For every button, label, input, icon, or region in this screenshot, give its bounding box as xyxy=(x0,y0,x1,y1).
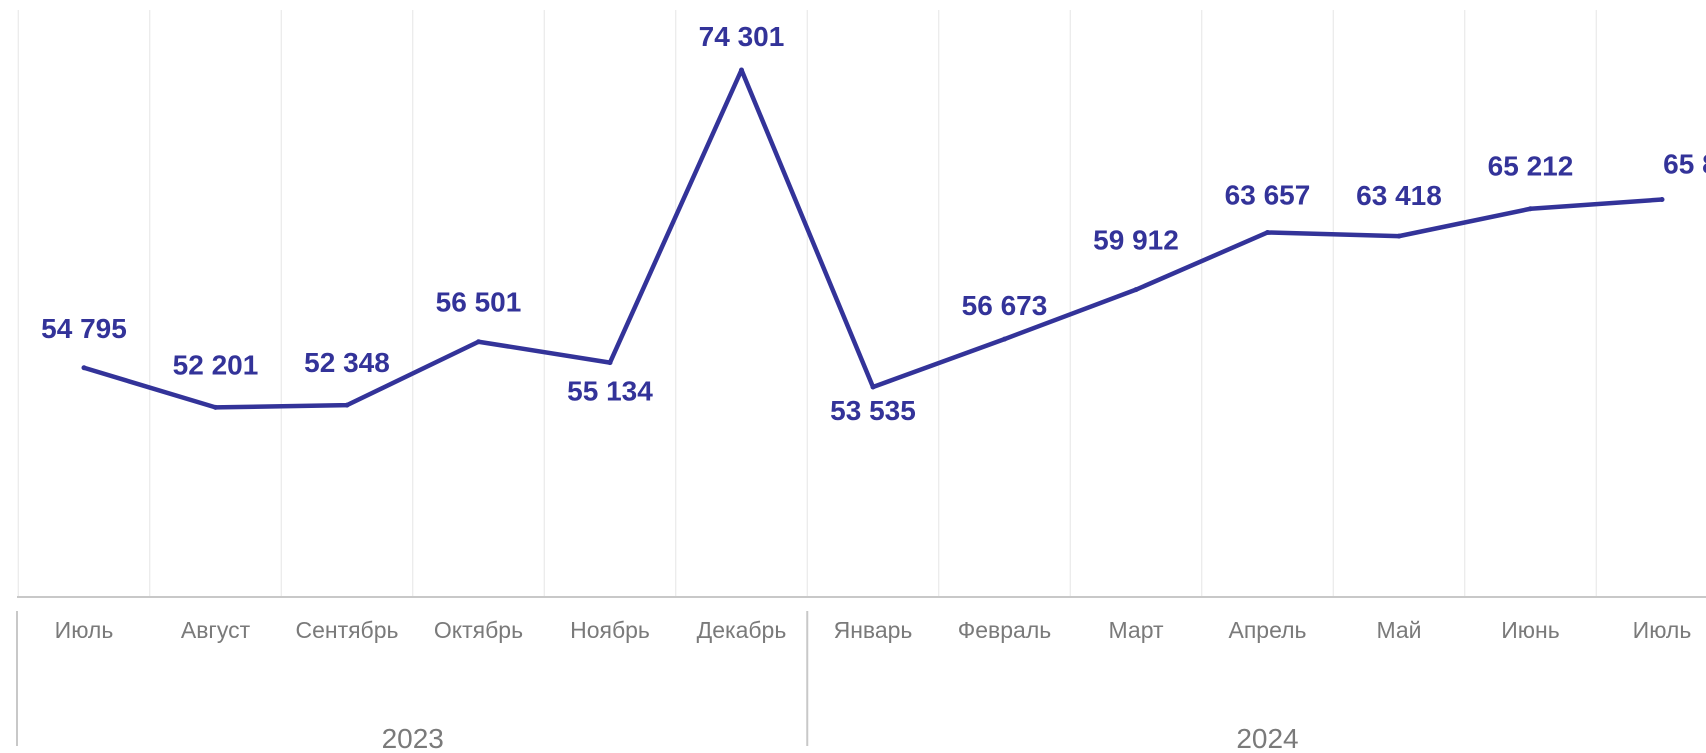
data-label: 56 673 xyxy=(962,290,1048,321)
data-label: 63 657 xyxy=(1225,179,1311,210)
data-point xyxy=(81,365,87,371)
data-point xyxy=(476,339,481,345)
data-label: 63 418 xyxy=(1356,180,1442,211)
data-point xyxy=(1265,229,1270,235)
data-point xyxy=(1396,233,1402,239)
x-tick-label: Апрель xyxy=(1228,617,1306,643)
gridlines xyxy=(17,10,1597,597)
data-label: 52 348 xyxy=(304,347,390,378)
x-tick-label: Июль xyxy=(55,617,114,643)
data-label: 53 535 xyxy=(830,395,916,426)
x-tick-label: Ноябрь xyxy=(570,617,650,643)
data-point xyxy=(739,67,744,73)
data-label: 65 212 xyxy=(1488,151,1574,182)
x-tick-label: Март xyxy=(1108,617,1163,643)
data-label: 56 501 xyxy=(436,287,522,318)
data-point xyxy=(870,384,876,390)
data-label: 52 201 xyxy=(173,349,259,380)
data-point xyxy=(1133,287,1139,293)
x-tick-label: Декабрь xyxy=(697,617,787,643)
x-tick-label: Январь xyxy=(834,617,913,643)
data-point xyxy=(213,404,218,410)
data-point xyxy=(1002,336,1007,342)
year-label: 2023 xyxy=(382,723,444,753)
x-tick-label: Май xyxy=(1376,617,1421,643)
x-axis xyxy=(16,596,1706,746)
year-label: 2024 xyxy=(1236,723,1298,753)
data-label: 59 912 xyxy=(1093,225,1179,256)
data-point xyxy=(1659,197,1665,203)
x-tick-label: Август xyxy=(181,617,251,643)
data-point xyxy=(344,402,350,408)
x-tick-label: Сентябрь xyxy=(295,617,398,643)
series-line-group xyxy=(81,67,1665,410)
data-label: 74 301 xyxy=(699,21,785,52)
data-label: 55 134 xyxy=(567,376,653,407)
x-tick-label: Июль xyxy=(1633,617,1692,643)
data-label: 54 795 xyxy=(41,313,127,344)
x-tick-labels: Июль Август Сентябрь Октябрь Ноябрь Декабрь Ян… xyxy=(55,617,1692,643)
x-tick-label: Февраль xyxy=(958,617,1051,643)
data-label: 65 816 xyxy=(1663,149,1706,180)
data-point xyxy=(607,360,613,366)
x-tick-label: Октябрь xyxy=(434,617,523,643)
x-tick-label: Июнь xyxy=(1501,617,1559,643)
data-point xyxy=(1528,206,1533,212)
data-labels: 54 795 52 201 52 348 56 501 55 134 74 301 53 5… xyxy=(41,21,1706,426)
year-labels: 2023 2024 xyxy=(382,723,1299,753)
